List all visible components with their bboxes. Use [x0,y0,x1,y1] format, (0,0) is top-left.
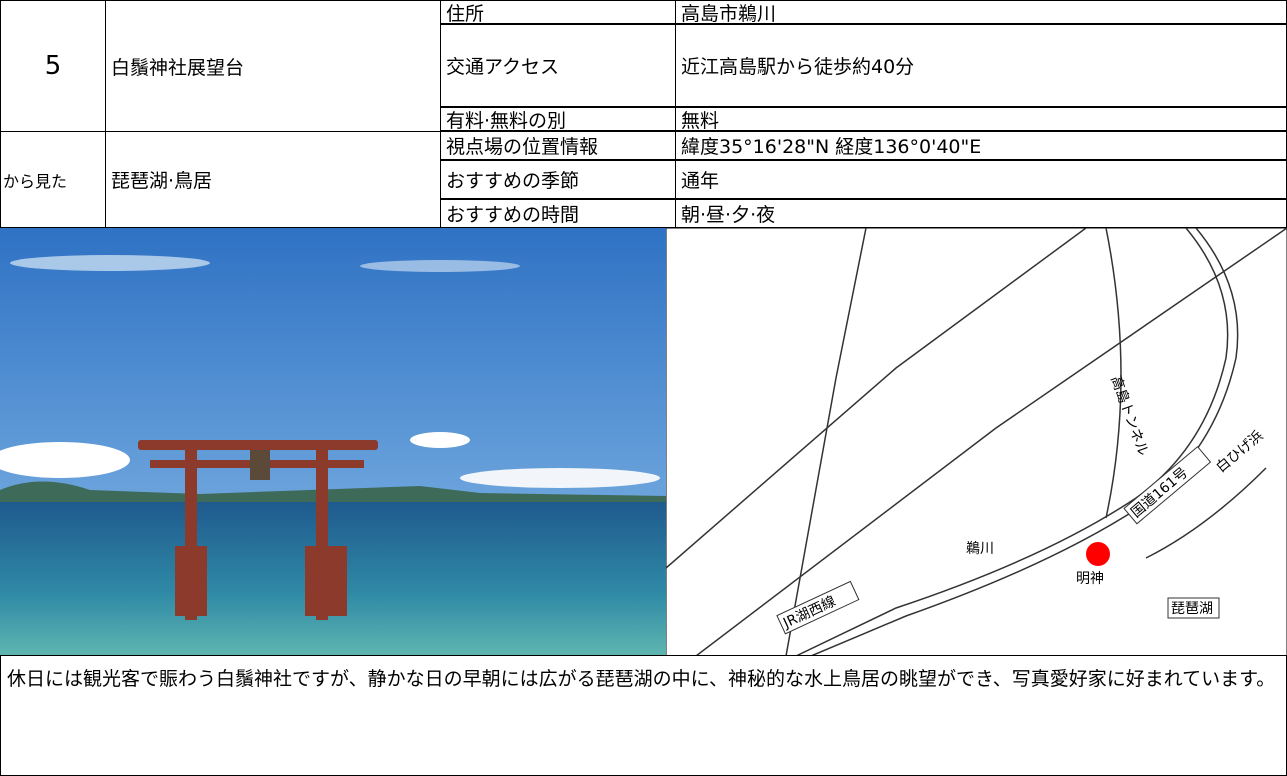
view-point-marker [1086,542,1110,566]
description: 休日には観光客で賑わう白鬚神社ですが、静かな日の早朝には広がる琵琶湖の中に、神秘… [0,655,1287,776]
info-value: 通年 [675,160,1287,200]
info-value: 朝·昼·夕·夜 [675,199,1287,229]
view-target: 琵琶湖·鳥居 [105,131,441,228]
info-label: 交通アクセス [440,24,676,108]
map-label: 明神 [1076,571,1104,587]
map-label: 鵜川 [966,541,994,557]
view-label: から見た [0,131,106,228]
spot-number: 5 [0,0,106,132]
info-label: おすすめの季節 [440,160,676,200]
info-label: 有料·無料の別 [440,107,676,132]
map-label: 琵琶湖 [1171,601,1213,617]
info-label: おすすめの時間 [440,199,676,229]
info-value: 緯度35°16'28"N 経度136°0'40"E [675,131,1287,161]
info-label: 住所 [440,0,676,25]
info-value: 無料 [675,107,1287,132]
photo [0,228,666,656]
info-label: 視点場の位置情報 [440,131,676,161]
spot-name: 白鬚神社展望台 [105,0,441,132]
info-value: 高島市鵜川 [675,0,1287,25]
info-value: 近江高島駅から徒歩約40分 [675,24,1287,108]
